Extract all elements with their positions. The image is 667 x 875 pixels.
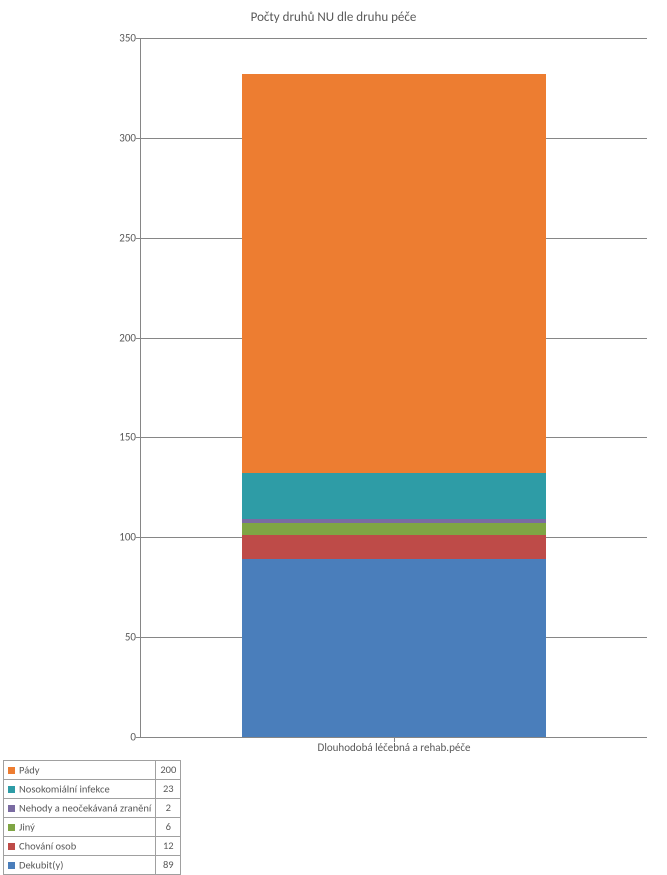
table-row: Nosokomiální infekce 23 (4, 780, 181, 799)
table-row: Chování osob 12 (4, 837, 181, 856)
legend-series-name: Nehody a neočekávaná zranění (19, 801, 151, 814)
y-tick-label: 300 (96, 131, 136, 144)
y-tick-label: 50 (96, 631, 136, 644)
legend-label-cell: Chování osob (4, 837, 156, 856)
legend-label-cell: Dekubit(y) (4, 856, 156, 875)
legend-swatch-icon (8, 862, 15, 869)
y-tick-mark (136, 537, 141, 538)
legend-swatch-icon (8, 767, 15, 774)
y-tick-mark (136, 138, 141, 139)
y-tick-mark (136, 437, 141, 438)
y-tick-mark (136, 38, 141, 39)
legend-data-table: Pády200Nosokomiální infekce23Nehody a ne… (3, 760, 181, 875)
y-tick-label: 250 (96, 231, 136, 244)
bar-segment (242, 74, 546, 473)
legend-series-value: 2 (156, 799, 181, 818)
table-row: Jiný 6 (4, 818, 181, 837)
legend-label-cell: Nosokomiální infekce (4, 780, 156, 799)
legend-label-cell: Nehody a neočekávaná zranění (4, 799, 156, 818)
bar-segment (242, 535, 546, 559)
y-tick-label: 200 (96, 331, 136, 344)
legend-swatch-icon (8, 824, 15, 831)
legend-series-name: Chování osob (19, 839, 76, 852)
legend-series-value: 23 (156, 780, 181, 799)
legend-series-name: Jiný (19, 820, 35, 833)
x-category-label: Dlouhodobá léčebná a rehab.péče (141, 741, 647, 754)
y-tick-mark (136, 637, 141, 638)
legend-series-value: 12 (156, 837, 181, 856)
table-row: Dekubit(y) 89 (4, 856, 181, 875)
legend-series-name: Pády (19, 763, 40, 776)
gridline (141, 38, 647, 39)
y-tick-label: 350 (96, 32, 136, 45)
table-row: Pády 200 (4, 761, 181, 780)
legend-series-value: 89 (156, 856, 181, 875)
legend-swatch-icon (8, 786, 15, 793)
bar-segment (242, 519, 546, 523)
bar-segment (242, 523, 546, 535)
y-tick-label: 150 (96, 431, 136, 444)
legend-swatch-icon (8, 843, 15, 850)
y-tick-mark (136, 238, 141, 239)
y-tick-label: 100 (96, 531, 136, 544)
legend-series-value: 6 (156, 818, 181, 837)
legend-label-cell: Jiný (4, 818, 156, 837)
chart-title: Počty druhů NU dle druhu péče (0, 10, 667, 25)
y-tick-mark (136, 338, 141, 339)
table-row: Nehody a neočekávaná zranění 2 (4, 799, 181, 818)
legend-label-cell: Pády (4, 761, 156, 780)
y-tick-label: 0 (96, 731, 136, 744)
plot-wrap: Dlouhodobá léčebná a rehab.péče 05010015… (140, 38, 647, 738)
chart-container: Počty druhů NU dle druhu péče Dlouhodobá… (0, 0, 667, 866)
legend-series-name: Nosokomiální infekce (19, 782, 110, 795)
bar-segment (242, 559, 546, 737)
bar-segment (242, 473, 546, 519)
legend-series-value: 200 (156, 761, 181, 780)
plot-area: Dlouhodobá léčebná a rehab.péče 05010015… (140, 38, 647, 738)
legend-swatch-icon (8, 805, 15, 812)
legend-series-name: Dekubit(y) (19, 858, 63, 871)
y-tick-mark (136, 737, 141, 738)
